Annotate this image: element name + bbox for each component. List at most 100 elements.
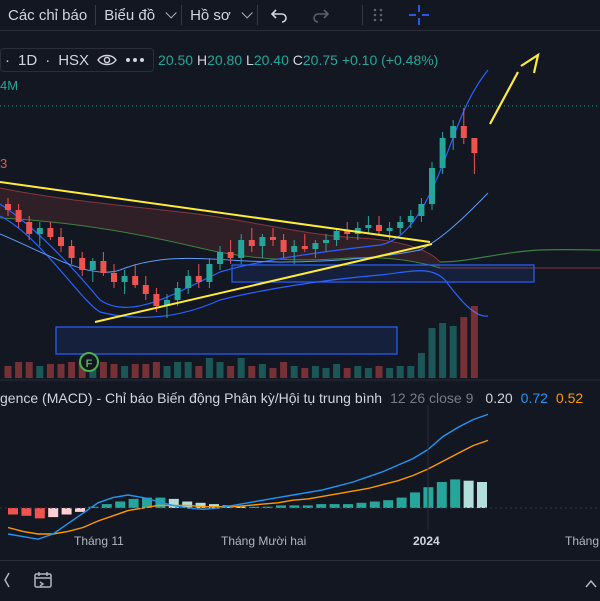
macd-title[interactable]: gence (MACD) - Chỉ báo Biến động Phân kỳ… — [0, 390, 383, 406]
ichimoku-cloud — [0, 188, 440, 268]
edge-handle — [4, 571, 10, 589]
volume-bar — [78, 362, 86, 378]
volume-bar — [205, 358, 213, 378]
symbol-info[interactable]: · 1D · HSX — [0, 48, 155, 72]
volume-bar — [343, 368, 351, 378]
macd-histogram-bar — [329, 504, 340, 508]
highlight-box-support[interactable] — [55, 326, 398, 355]
event-flag-icon[interactable] — [79, 352, 99, 372]
macd-histogram-bar — [142, 497, 152, 508]
volume-bar — [163, 366, 171, 378]
macd-histogram-bar — [21, 508, 32, 516]
volume-bar — [439, 323, 447, 378]
volume-bar — [110, 364, 118, 378]
macd-histogram-bar — [61, 508, 72, 515]
chart-type-label: Biểu đồ — [104, 6, 156, 24]
candle-body — [376, 225, 382, 231]
volume-bar — [375, 366, 383, 378]
macd-histogram-bar — [48, 508, 59, 518]
candle-body — [36, 228, 43, 234]
volume-bar — [386, 368, 394, 378]
highlight-box-resistance[interactable] — [231, 264, 535, 283]
volume-bar — [46, 364, 54, 378]
projection-line[interactable] — [489, 71, 519, 125]
exchange-label: HSX — [58, 51, 90, 69]
macd-histogram-bar — [115, 501, 126, 508]
macd-histogram-bar — [450, 479, 461, 508]
candle-body — [79, 258, 86, 270]
symbol-legend: · 1D · HSX 20.50 H20.80 L20.40 C20.75 +0… — [0, 48, 438, 72]
volume-bar — [152, 362, 160, 378]
undo-icon — [270, 9, 287, 23]
candle-body — [121, 276, 128, 282]
candle-body — [365, 225, 372, 228]
replay-button[interactable] — [32, 569, 54, 596]
ichimoku-span-b — [0, 217, 441, 269]
trendline-lower[interactable] — [94, 243, 433, 323]
candle-body — [15, 210, 22, 222]
candle-body — [217, 252, 223, 264]
toolbar-divider — [361, 5, 363, 25]
candle-body — [312, 243, 319, 249]
candle-body — [89, 261, 96, 270]
candle-body — [195, 276, 202, 282]
macd-histogram-bar — [383, 500, 394, 508]
candle-body — [132, 276, 139, 285]
trendline-upper[interactable] — [0, 181, 431, 243]
macd-signal-line — [7, 439, 489, 535]
more-icon[interactable] — [125, 57, 145, 63]
event-flag-label: F — [86, 358, 93, 370]
volume-bar — [396, 366, 404, 378]
projection-arrowhead[interactable] — [520, 52, 540, 74]
macd-histogram-bar — [101, 504, 112, 508]
undo-button[interactable] — [258, 0, 300, 30]
volume-bar — [227, 366, 235, 378]
candle-body — [185, 276, 192, 288]
chart-type-button[interactable]: Biểu đồ — [96, 0, 181, 30]
volume-bar — [280, 362, 288, 378]
macd-chart — [7, 413, 489, 540]
volume-bar — [68, 362, 76, 378]
time-axis-label: 2024 — [413, 534, 440, 548]
volume-bar — [301, 368, 309, 378]
redo-button[interactable] — [300, 0, 342, 30]
ichimoku-span-a — [0, 187, 441, 263]
volume-bar — [258, 364, 266, 378]
volume-bar — [248, 366, 256, 378]
volume-bar — [417, 353, 425, 378]
volume-bar — [460, 317, 468, 378]
candle-body — [418, 204, 425, 216]
macd-histogram-bar — [343, 504, 353, 508]
candlesticks — [5, 108, 478, 318]
chevron-left-icon — [4, 572, 10, 588]
candle-body — [111, 273, 117, 282]
interval-label: 1D — [18, 51, 38, 69]
indicators-button[interactable]: Các chỉ báo — [0, 0, 95, 30]
eye-icon[interactable] — [97, 53, 117, 67]
bottom-toolbar — [0, 560, 600, 601]
volume-bar — [407, 366, 415, 378]
expand-icon — [585, 579, 597, 588]
drag-handle[interactable] — [363, 0, 393, 30]
macd-histogram-bar — [8, 508, 18, 515]
macd-histogram-bar — [369, 501, 380, 508]
profile-button[interactable]: Hồ sơ — [182, 0, 257, 30]
toolbar-divider — [256, 5, 258, 25]
candle-body — [47, 228, 54, 237]
candle-body — [386, 228, 393, 231]
candle-body — [206, 264, 213, 282]
volume-bar — [354, 366, 362, 378]
volume-bar — [322, 368, 330, 378]
macd-signal-value: 0.52 — [555, 390, 584, 406]
macd-histogram-bar — [356, 502, 367, 508]
crosshair-button[interactable] — [393, 0, 445, 30]
candle-body — [397, 222, 404, 228]
price-chart[interactable]: F — [0, 0, 600, 560]
macd-histogram-bar — [34, 508, 45, 519]
volume-bar — [428, 328, 436, 378]
ohlc-values: 20.50 H20.80 L20.40 C20.75 +0.10 (+0.48%… — [158, 52, 438, 68]
scroll-handle[interactable] — [585, 571, 597, 594]
volume-bar — [216, 362, 224, 378]
macd-histogram-bar — [276, 505, 286, 508]
macd-histogram-value: 0.20 — [485, 390, 513, 406]
